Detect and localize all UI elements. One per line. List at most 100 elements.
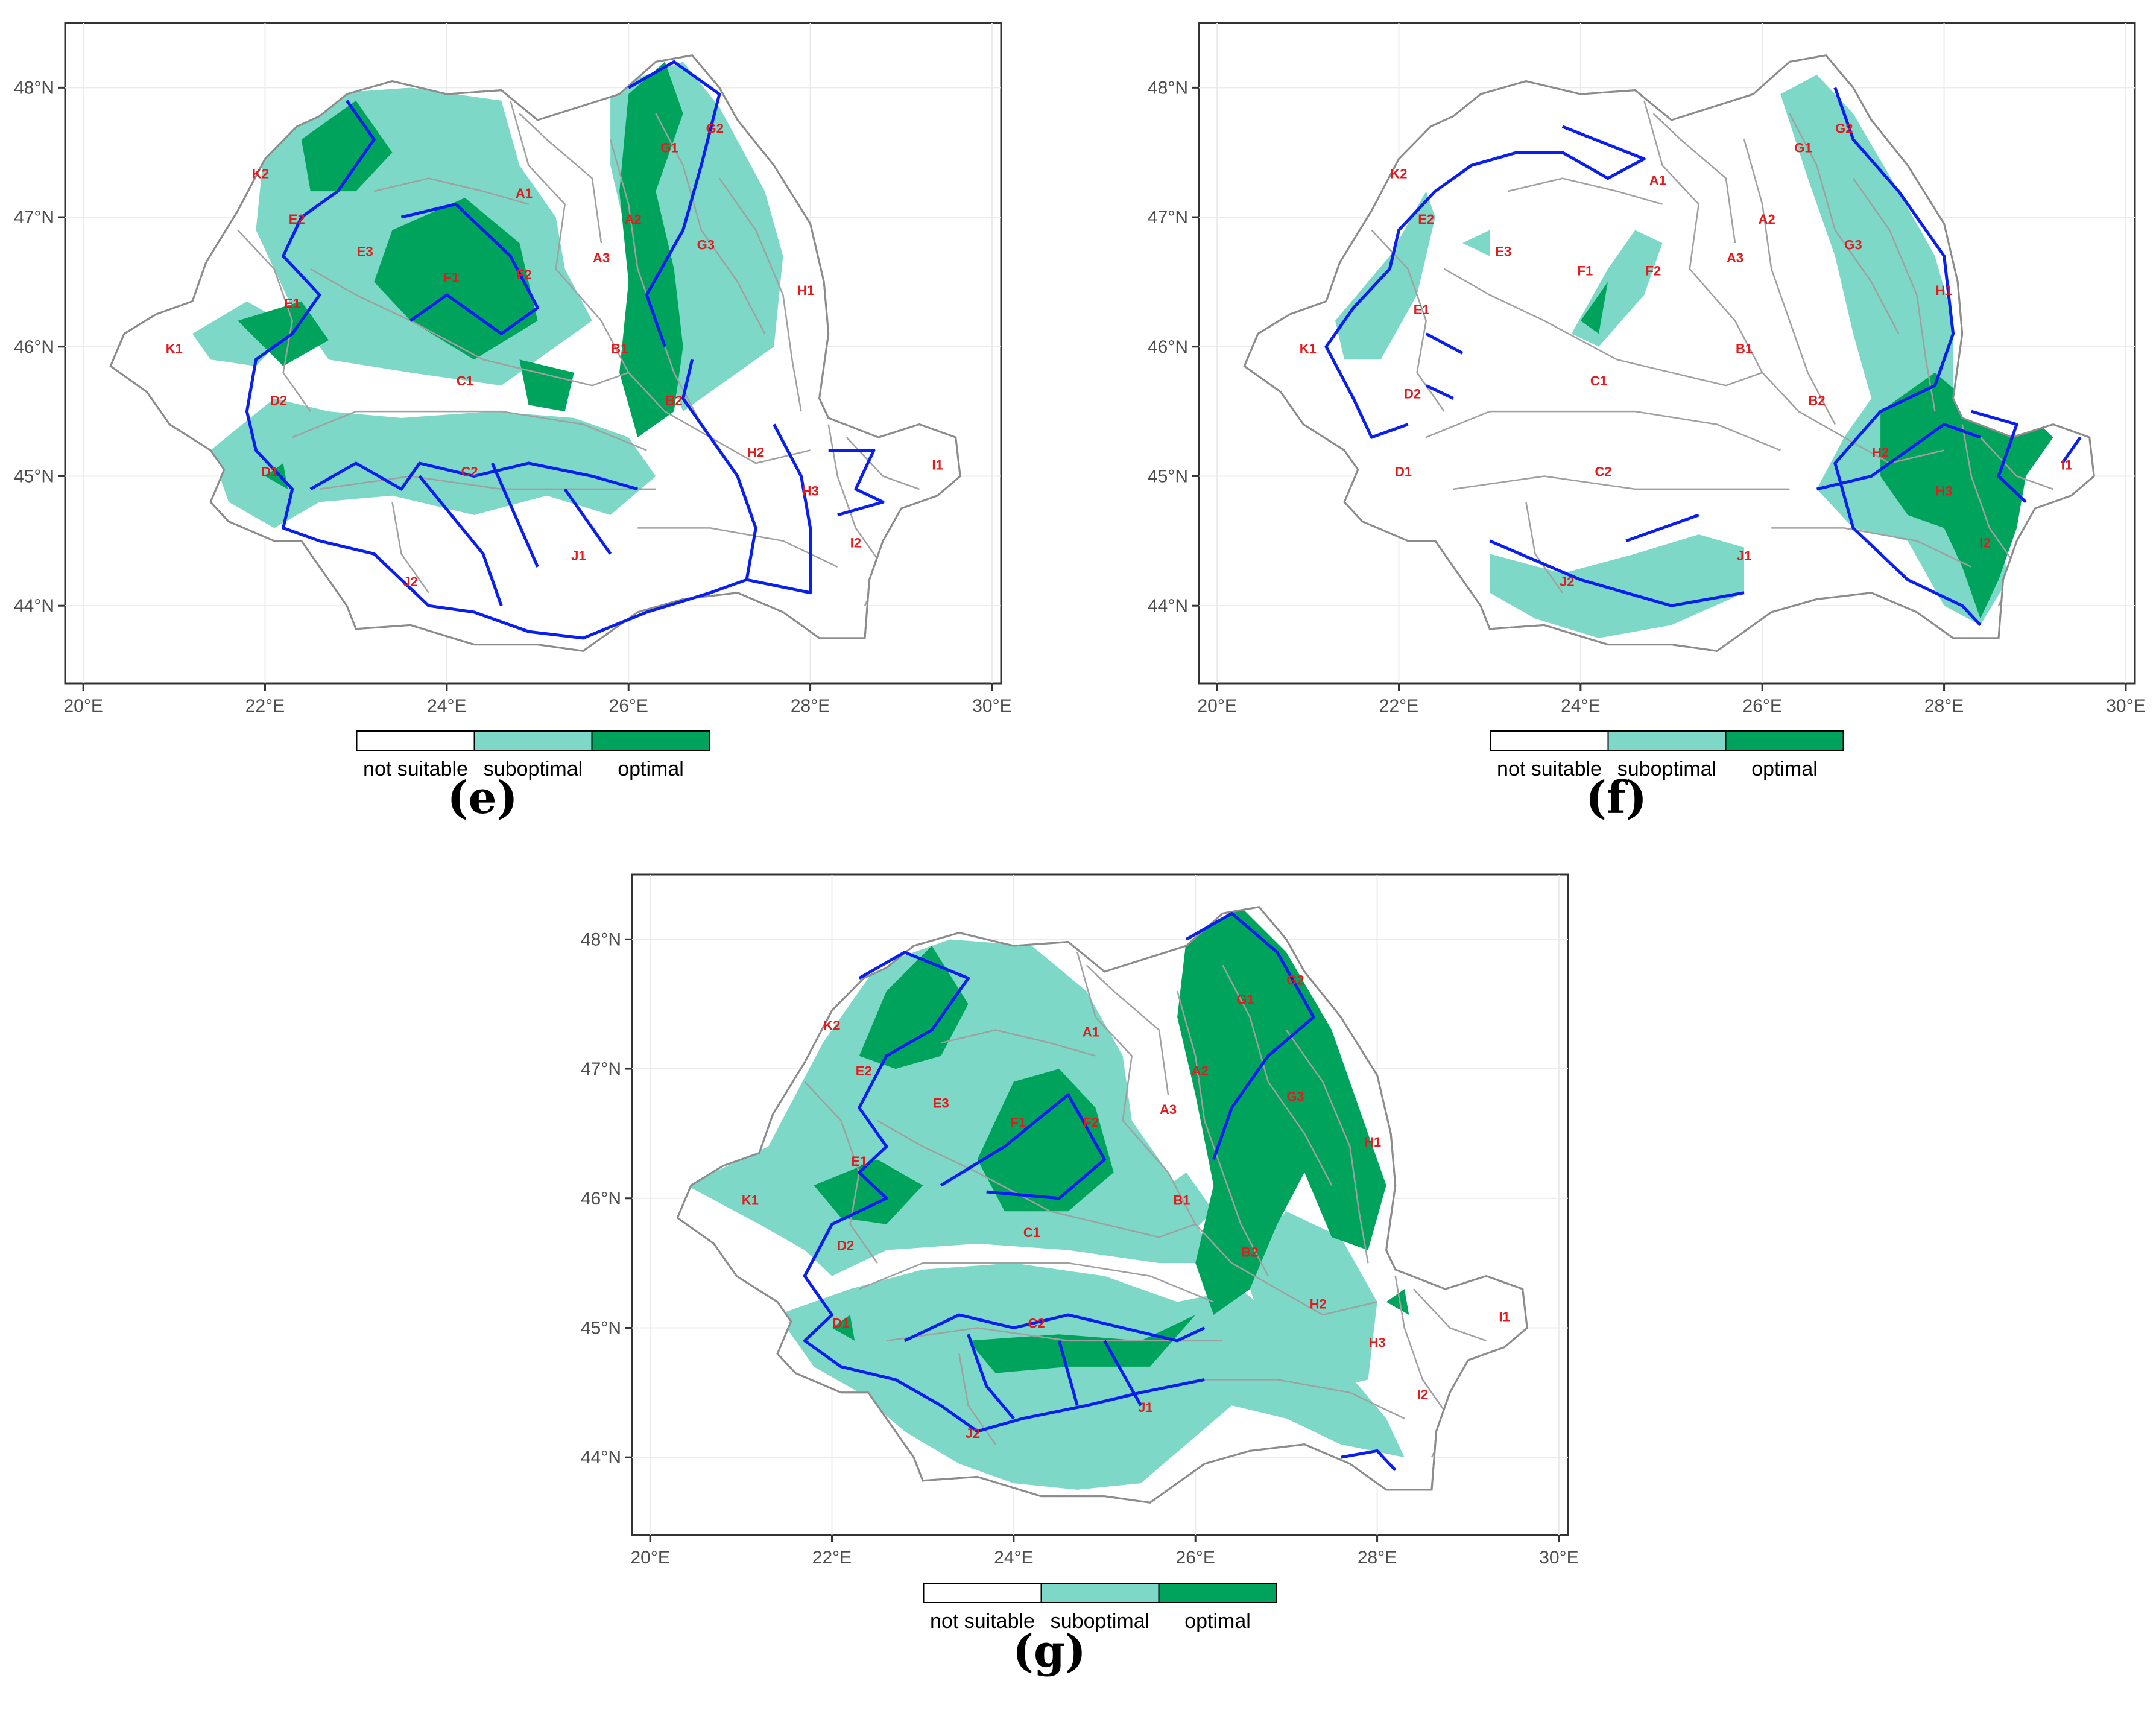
- panel-label: (f): [1585, 772, 1647, 824]
- x-tick-label: 30°E: [1539, 1548, 1578, 1568]
- ecoregion-border: [1643, 100, 1944, 464]
- x-tick-label: 20°E: [630, 1548, 669, 1568]
- region-label: F2: [1083, 1115, 1099, 1130]
- ecoregion-border: [1652, 113, 1736, 244]
- x-tick-label: 30°E: [2106, 696, 2145, 716]
- ecoregion-border: [1852, 177, 1936, 412]
- ecoregion-border: [510, 100, 811, 464]
- x-tick-label: 26°E: [1176, 1548, 1215, 1568]
- legend-swatch: [923, 1583, 1042, 1603]
- species-range-boundary: [1340, 1449, 1397, 1472]
- region-label: C1: [457, 373, 473, 388]
- region-label: G1: [660, 141, 678, 156]
- y-tick-label: 48°N: [14, 78, 54, 98]
- optimal-area: [977, 1069, 1114, 1212]
- ecoregion-border: [1426, 410, 1781, 451]
- region-label: F2: [1646, 264, 1661, 279]
- species-range-boundary: [245, 100, 757, 640]
- suboptimal-area: [777, 1263, 1405, 1490]
- legend-swatch: [591, 730, 710, 751]
- region-label: K1: [742, 1193, 759, 1208]
- region-label: J2: [966, 1426, 980, 1441]
- region-label: G1: [1794, 141, 1812, 156]
- species-range-boundary: [1833, 87, 1982, 627]
- region-label: D2: [270, 393, 287, 408]
- ecoregion-border: [1525, 502, 1563, 594]
- region-label: H1: [1936, 283, 1953, 298]
- region-label: G1: [1236, 992, 1254, 1007]
- region-label: H2: [1872, 445, 1889, 460]
- panel-label: (g): [1013, 1625, 1086, 1677]
- optimal-area: [832, 1315, 855, 1341]
- region-label: C2: [461, 464, 478, 479]
- region-label: H1: [1364, 1135, 1381, 1150]
- region-label: I1: [932, 458, 943, 473]
- region-label: I1: [1499, 1309, 1510, 1325]
- species-range-boundary: [1057, 1340, 1079, 1406]
- region-label: E1: [851, 1154, 867, 1169]
- species-range-boundary: [490, 462, 539, 568]
- region-label: D1: [261, 464, 278, 479]
- region-label: B1: [611, 341, 628, 356]
- legend-label: not suitable: [930, 1610, 1035, 1633]
- legend-label: suboptimal: [484, 758, 583, 780]
- y-tick-label: 44°N: [1148, 596, 1188, 616]
- x-tick-label: 20°E: [1197, 696, 1236, 716]
- optimal-area: [1177, 907, 1386, 1315]
- region-label: A3: [593, 250, 610, 265]
- y-tick-label: 46°N: [1148, 337, 1188, 357]
- ecoregion-border: [1176, 990, 1269, 1277]
- species-range-boundary: [2061, 436, 2082, 464]
- map-panel-g: 20°E 22°E 24°E 26°E 28°E 30°E 44°N 45°N 46°N 47°N…: [581, 873, 1579, 1568]
- region-label: K1: [166, 341, 183, 356]
- ecoregion-border: [1222, 964, 1333, 1186]
- ecoregion-border: [941, 1029, 1096, 1057]
- optimal-area: [519, 359, 574, 412]
- map-panel-e: 20°E 22°E 24°E 26°E 28°E 30°E 44°N 45°N 46°N 47°N…: [14, 22, 1012, 716]
- ecoregion-border: [1508, 177, 1663, 205]
- region-label: E2: [1418, 212, 1434, 227]
- ecoregion-border: [1086, 964, 1169, 1095]
- y-tick-label: 44°N: [581, 1448, 621, 1467]
- legend-swatch: [1158, 1583, 1277, 1603]
- region-label: E3: [933, 1095, 949, 1110]
- region-label: K2: [823, 1018, 840, 1033]
- legend-label: optimal: [1751, 758, 1818, 780]
- species-range-boundary: [627, 60, 721, 347]
- region-label: G2: [706, 121, 724, 136]
- region-label: D2: [1404, 387, 1421, 402]
- region-label: C1: [1590, 373, 1607, 388]
- region-label: G2: [1835, 121, 1853, 136]
- y-tick-label: 45°N: [1148, 466, 1188, 486]
- ecoregion-border: [292, 410, 647, 451]
- suboptimal-area: [1149, 1172, 1214, 1238]
- x-tick-label: 28°E: [1358, 1548, 1397, 1568]
- legend: not suitable suboptimal optimal: [356, 730, 710, 780]
- y-tick-label: 47°N: [14, 207, 54, 227]
- legend-label: not suitable: [1497, 758, 1602, 780]
- region-label: K2: [252, 166, 269, 182]
- map-panel-f: 20°E 22°E 24°E 26°E 28°E 30°E 44°N 45°N 46°N 47°N…: [1148, 22, 2146, 716]
- region-label: H3: [802, 484, 819, 499]
- region-label: G3: [1844, 238, 1862, 253]
- species-range-boundary: [418, 475, 503, 607]
- legend-swatch: [473, 730, 593, 751]
- y-tick-label: 45°N: [581, 1318, 621, 1338]
- region-label: H1: [797, 283, 814, 298]
- legend: not suitable suboptimal optimal: [1490, 730, 1844, 780]
- species-range-boundary: [828, 449, 885, 517]
- region-label: F1: [1578, 264, 1593, 279]
- region-label: A2: [1759, 212, 1775, 227]
- suitability-layer: [686, 907, 1409, 1490]
- species-range-boundary: [1185, 911, 1315, 1160]
- optimal-area: [238, 301, 329, 366]
- region-label: F1: [444, 270, 460, 285]
- x-tick-label: 20°E: [63, 696, 103, 716]
- ecoregion-border: [1444, 268, 1763, 387]
- ecoregion-border: [319, 475, 656, 490]
- region-label: K2: [1390, 166, 1407, 182]
- legend-swatch: [1490, 730, 1609, 751]
- region-label: J2: [403, 574, 417, 589]
- legend-swatch: [1040, 1583, 1160, 1603]
- species-range-boundary: [1625, 513, 1699, 543]
